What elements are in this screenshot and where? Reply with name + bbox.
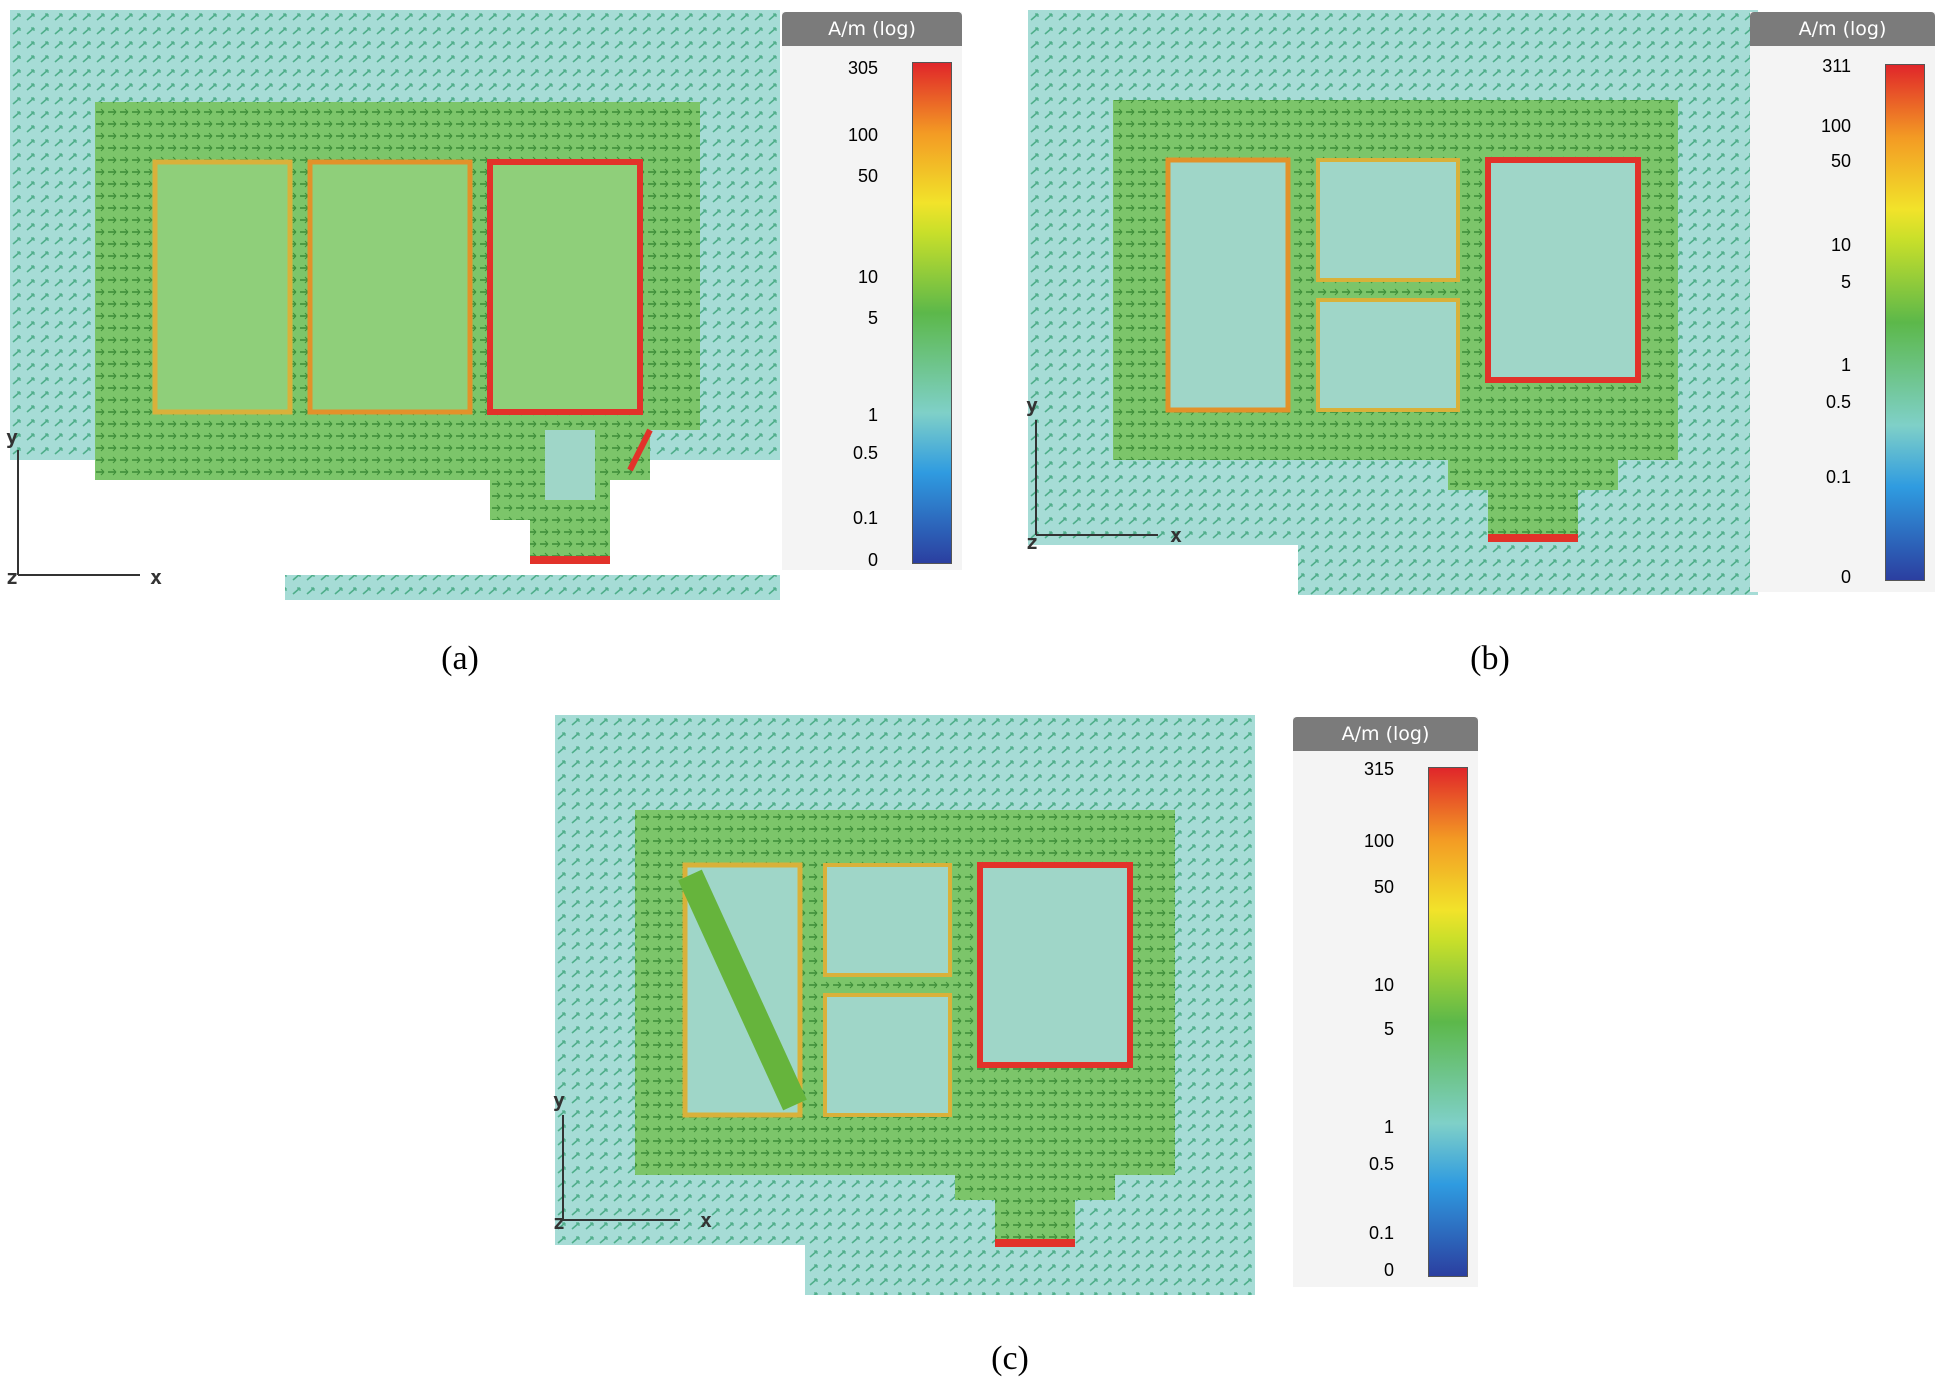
tick-b-1: 100 [1820, 116, 1851, 136]
colorbar-gradient-a [912, 62, 952, 564]
tick-a-7: 0.1 [852, 508, 878, 528]
axis-y-label-b: y [1026, 393, 1039, 417]
tick-c-8: 0 [1383, 1260, 1394, 1280]
colorbar-gradient-c [1428, 767, 1468, 1277]
colorbar-unit-label-c: A/m (log) [1293, 717, 1478, 751]
tick-b-0: 311 [1822, 56, 1851, 76]
colorbar-c: A/m (log) 315 100 50 10 5 1 0.5 0.1 0 [1293, 717, 1478, 1287]
tick-b-6: 0.5 [1825, 392, 1851, 412]
tick-a-5: 1 [867, 405, 878, 425]
tick-c-5: 1 [1383, 1117, 1394, 1137]
tick-c-3: 10 [1373, 975, 1394, 995]
colorbar-a: A/m (log) 305 100 50 10 5 1 0.5 0.1 0 [782, 12, 962, 570]
tick-c-7: 0.1 [1368, 1223, 1394, 1243]
colorbar-unit-label-b: A/m (log) [1750, 12, 1935, 46]
axis-z-label-a: z [6, 565, 19, 589]
caption-a: (a) [441, 640, 479, 677]
tick-a-3: 10 [857, 267, 878, 287]
panel-a: y x z A/m (log) 305 100 50 10 5 1 0.5 0.… [0, 0, 970, 690]
tick-c-4: 5 [1383, 1019, 1394, 1039]
tick-c-0: 315 [1363, 759, 1394, 779]
tick-c-6: 0.5 [1368, 1154, 1394, 1174]
tick-a-2: 50 [857, 166, 878, 186]
axis-x-label-c: x [700, 1208, 713, 1232]
colorbar-b: A/m (log) 311 100 50 10 5 1 0.5 0.1 0 [1750, 12, 1935, 592]
panel-b: y x z A/m (log) 311 100 50 10 5 1 0.5 0.… [1020, 0, 1943, 690]
caption-c: (c) [991, 1340, 1029, 1377]
tick-c-1: 100 [1363, 831, 1394, 851]
tick-b-8: 0 [1840, 567, 1851, 587]
tick-a-4: 5 [867, 308, 878, 328]
tick-a-8: 0 [867, 550, 878, 570]
axis-z-label-c: z [553, 1210, 566, 1234]
tick-a-1: 100 [847, 125, 878, 145]
tick-a-6: 0.5 [852, 443, 878, 463]
axis-y-label-a: y [6, 425, 19, 449]
tick-c-2: 50 [1373, 877, 1394, 897]
axis-y-label-c: y [553, 1088, 566, 1112]
axis-x-label-a: x [150, 565, 163, 589]
caption-b: (b) [1470, 640, 1510, 677]
axis-z-label-b: z [1026, 530, 1039, 554]
axis-x-label-b: x [1170, 523, 1183, 547]
current-field-plot-c [555, 715, 1255, 1295]
colorbar-gradient-b [1885, 64, 1925, 581]
current-field-plot-b [1028, 10, 1758, 595]
colorbar-unit-label-a: A/m (log) [782, 12, 962, 46]
tick-b-3: 10 [1830, 235, 1851, 255]
tick-a-0: 305 [847, 58, 878, 78]
tick-b-2: 50 [1830, 151, 1851, 171]
tick-b-5: 1 [1840, 355, 1851, 375]
current-field-plot-a [10, 10, 780, 600]
tick-b-4: 5 [1840, 272, 1851, 292]
tick-b-7: 0.1 [1825, 467, 1851, 487]
panel-c: y x z A/m (log) 315 100 50 10 5 1 0.5 0.… [540, 700, 1500, 1387]
